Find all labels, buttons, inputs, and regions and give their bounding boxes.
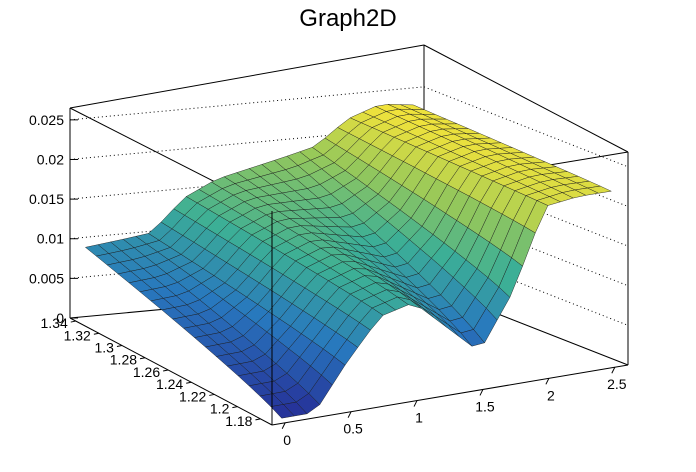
front-floor-edge [271, 364, 629, 426]
y-tick [255, 418, 261, 421]
z-tick-label: 0.025 [29, 112, 64, 128]
z-gridline-back [69, 86, 425, 121]
x-tick-label: 2 [547, 387, 555, 403]
x-tick [281, 422, 286, 430]
y-tick [70, 320, 76, 323]
z-tick-label: 0.015 [29, 191, 64, 207]
axis-ticks: 0 0.005 0.01 0.015 0.02 0.025 0 0.5 1 1.5 2 2.5 1.18… [29, 112, 627, 448]
front-frame [69, 211, 629, 426]
x-tick [545, 378, 550, 385]
y-tick-label: 1.18 [225, 413, 252, 429]
right-top-edge [423, 44, 629, 153]
y-tick-label: 1.28 [110, 352, 137, 368]
left-floor-edge [69, 317, 273, 426]
x-tick-label: 0.5 [343, 421, 363, 437]
y-tick [232, 406, 238, 409]
y-tick-label: 1.26 [133, 364, 160, 380]
x-tick-label: 1 [415, 410, 423, 426]
x-tick-label: 1.5 [475, 398, 495, 414]
x-tick-label: 2.5 [607, 376, 627, 392]
y-tick-label: 1.24 [156, 376, 183, 392]
y-tick-label: 1.22 [179, 388, 206, 404]
x-tick-label: 0 [283, 432, 291, 448]
y-tick-label: 1.32 [64, 327, 91, 343]
y-tick [186, 381, 192, 384]
z-tick-label: 0.01 [37, 231, 64, 247]
y-tick [163, 369, 169, 372]
y-tick-label: 1.34 [41, 315, 68, 331]
x-tick [413, 400, 418, 407]
surface-mesh [84, 104, 613, 419]
y-tick-label: 1.2 [210, 401, 230, 417]
z-tick-label: 0.02 [37, 151, 64, 167]
surface-cell [586, 185, 613, 194]
z-gridline-right [423, 86, 629, 168]
y-tick [116, 345, 123, 348]
x-tick [347, 411, 352, 418]
x-tick [611, 366, 616, 374]
back-top-edge [69, 44, 425, 109]
z-tick-label: 0.005 [29, 270, 64, 286]
z-tick-label: 0 [56, 310, 64, 326]
y-tick-label: 1.3 [94, 340, 114, 356]
y-tick [209, 393, 215, 396]
y-tick [139, 357, 146, 360]
x-tick [479, 389, 484, 396]
chart-title: Graph2D [299, 5, 396, 32]
y-tick [93, 332, 99, 335]
